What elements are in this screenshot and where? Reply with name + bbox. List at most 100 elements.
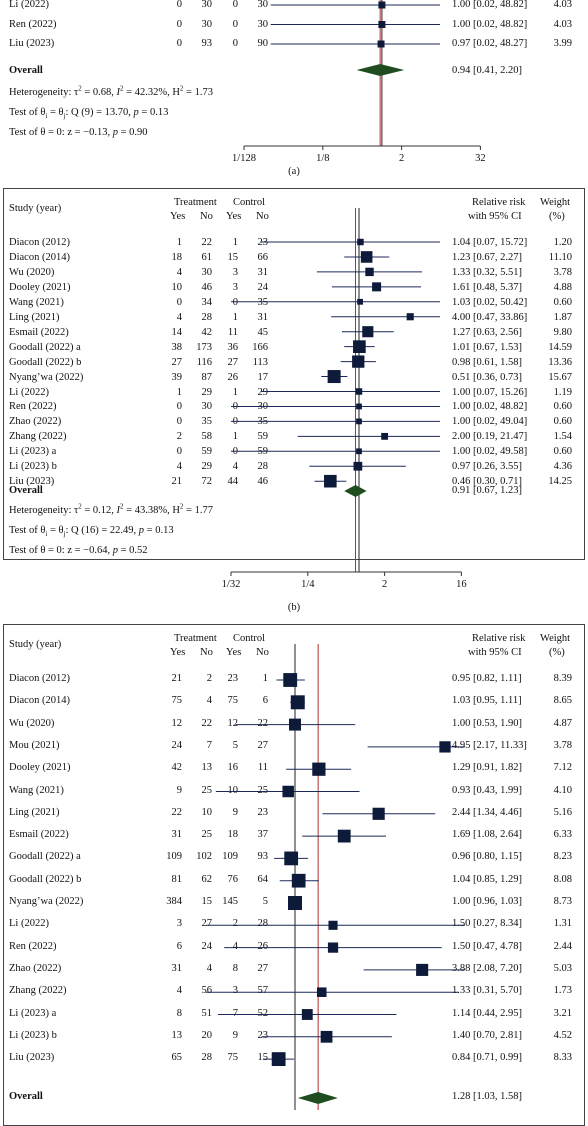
table-cell-w: 5.16 [553, 806, 572, 818]
table-cell-ty: 12 [171, 717, 183, 729]
panel-b-test-theta-eq: Test of θi = θj: Q (16) = 22.49, p = 0.1… [9, 525, 174, 539]
table-cell-study: Diacon (2014) [9, 251, 70, 263]
table-cell-cn: 30 [257, 18, 269, 30]
table-cell-rr: 1.00 [0.96, 1.03] [452, 896, 522, 907]
table-cell-study: Ren (2022) [9, 401, 57, 413]
effect-marker [355, 388, 363, 395]
panel-a-heterogeneity: Heterogeneity: τ2 = 0.68, I2 = 42.32%, H… [9, 84, 213, 98]
effect-marker [320, 1030, 333, 1043]
panel-a-overall-label: Overall [9, 65, 43, 76]
table-cell-ty: 0 [176, 38, 182, 49]
table-cell-cy: 7 [232, 1007, 238, 1019]
effect-marker [324, 474, 337, 488]
effect-marker [283, 673, 298, 687]
table-cell-rr: 4.00 [0.47, 33.86] [452, 311, 528, 323]
table-cell-study: Ren (2022) [9, 940, 57, 952]
table-cell-cy: 1 [232, 237, 238, 248]
table-cell-ty: 39 [171, 371, 183, 383]
effect-marker [284, 851, 299, 866]
table-cell-tn: 27 [201, 918, 213, 930]
table-cell-w: 14.25 [548, 476, 572, 488]
effect-marker [377, 40, 385, 48]
table-cell-cn: 113 [252, 356, 268, 368]
table-cell-tn: 116 [196, 356, 212, 368]
table-cell-w: 4.10 [553, 784, 572, 796]
panel-c-header-no-t: No [200, 647, 213, 658]
table-cell-ty: 1 [176, 237, 182, 248]
table-cell-tn: 29 [201, 461, 213, 473]
table-cell-ty: 27 [171, 356, 183, 368]
table-cell-w: 4.03 [553, 18, 572, 30]
table-cell-tn: 22 [201, 717, 213, 729]
panel-b-frame [3, 188, 585, 560]
table-cell-ty: 0 [176, 416, 182, 428]
panel-b-overall-label: Overall [9, 485, 43, 496]
table-cell-study: Dooley (2021) [9, 762, 71, 774]
table-cell-cy: 18 [227, 829, 239, 841]
panel-b-forest-plot [230, 208, 462, 576]
effect-marker [381, 432, 389, 440]
table-cell-ty: 75 [171, 695, 183, 707]
panel-b-header-no-c: No [256, 211, 269, 222]
table-cell-tn: 93 [201, 38, 213, 49]
table-cell-w: 1.87 [553, 311, 572, 323]
table-cell-ty: 109 [166, 851, 182, 863]
effect-marker [362, 326, 374, 338]
table-cell-tn: 61 [201, 251, 213, 263]
table-cell-ty: 24 [171, 739, 183, 751]
table-cell-cy: 9 [232, 806, 238, 818]
table-cell-cn: 15 [257, 1052, 269, 1064]
table-cell-study: Ren (2022) [9, 18, 57, 30]
table-cell-w: 0.60 [553, 401, 572, 413]
table-cell-w: 1.31 [553, 918, 572, 930]
panel-b-header-yes-c: Yes [226, 211, 242, 222]
table-cell-cy: 0 [232, 0, 238, 10]
table-cell-rr: 3.88 [2.08, 7.20] [452, 962, 522, 974]
table-cell-w: 13.36 [548, 356, 572, 368]
x-tick-label: 1/128 [232, 153, 256, 164]
panel-b-heterogeneity: Heterogeneity: τ2 = 0.12, I2 = 43.38%, H… [9, 502, 213, 516]
table-cell-rr: 0.84 [0.71, 0.99] [452, 1052, 522, 1064]
table-cell-rr: 1.00 [0.02, 48.82] [452, 401, 528, 413]
table-cell-cy: 12 [227, 717, 239, 729]
panel-b-header-study: Study (year) [9, 203, 62, 214]
table-cell-cn: 93 [257, 851, 269, 863]
panel-b-header-treatment: Treatment [174, 197, 217, 208]
table-cell-w: 0.60 [553, 416, 572, 428]
table-cell-study: Li (2022) [9, 918, 49, 930]
table-cell-w: 8.73 [553, 896, 572, 907]
table-cell-cy: 3 [232, 281, 238, 293]
panel-b-header-control: Control [233, 197, 266, 208]
table-cell-w: 6.33 [553, 829, 572, 841]
effect-marker [301, 1009, 313, 1020]
table-cell-rr: 1.00 [0.02, 49.58] [452, 446, 528, 458]
table-cell-w: 4.03 [553, 0, 572, 10]
table-cell-tn: 2 [206, 673, 212, 684]
panel-a-test-theta-eq: Test of θi = θj: Q (9) = 13.70, p = 0.13 [9, 107, 169, 121]
panel-c-header-weight-unit: (%) [549, 647, 565, 658]
table-cell-cy: 9 [232, 1029, 238, 1041]
panel-b-header-no-t: No [200, 211, 213, 222]
table-cell-ty: 14 [171, 326, 183, 338]
table-cell-cn: 5 [262, 896, 268, 907]
table-cell-tn: 24 [201, 940, 213, 952]
table-cell-tn: 30 [201, 0, 213, 10]
effect-marker [288, 896, 302, 910]
table-cell-study: Mou (2021) [9, 739, 60, 751]
table-cell-tn: 173 [196, 341, 212, 353]
table-cell-ty: 31 [171, 962, 183, 974]
table-cell-rr: 1.00 [0.02, 48.82] [452, 0, 528, 10]
panel-c-header-study: Study (year) [9, 639, 62, 650]
table-cell-ty: 8 [176, 1007, 182, 1019]
panel-c-header-no-c: No [256, 647, 269, 658]
panel-b-header-ci: with 95% CI [468, 211, 522, 222]
table-cell-ty: 10 [171, 281, 183, 293]
table-cell-cy: 0 [232, 18, 238, 30]
table-cell-ty: 0 [176, 401, 182, 413]
table-cell-cn: 166 [252, 341, 268, 353]
table-cell-tn: 20 [201, 1029, 213, 1041]
table-cell-rr: 0.96 [0.80, 1.15] [452, 851, 522, 863]
table-cell-cy: 145 [222, 896, 238, 907]
table-cell-study: Li (2023) a [9, 1007, 57, 1019]
table-cell-tn: 51 [201, 1007, 213, 1019]
